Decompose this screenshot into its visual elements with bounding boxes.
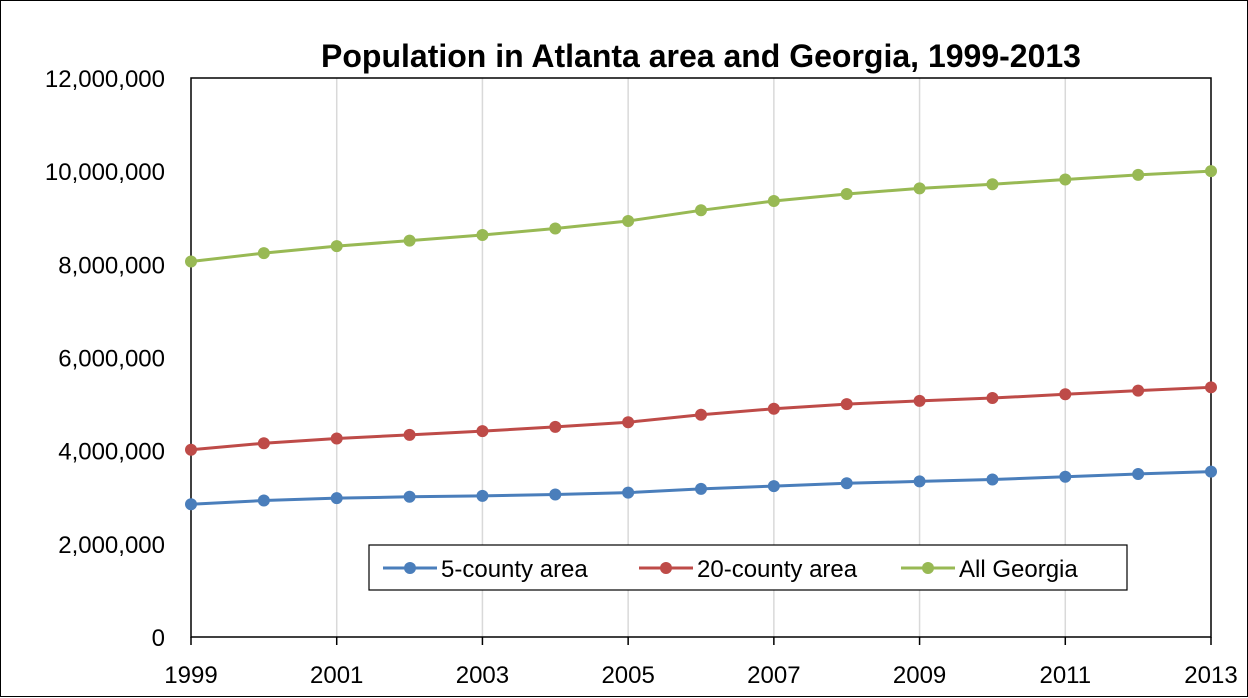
- data-point: [549, 222, 562, 235]
- data-point: [549, 420, 562, 433]
- legend-label-0: 5-county area: [441, 556, 588, 583]
- data-point: [767, 194, 780, 207]
- data-point: [257, 247, 270, 260]
- data-point: [476, 425, 489, 438]
- grid-lines: [335, 78, 1067, 637]
- data-point: [913, 475, 926, 488]
- data-point: [695, 408, 707, 421]
- data-point: [986, 178, 999, 191]
- data-point: [549, 488, 562, 501]
- data-point: [476, 489, 489, 502]
- data-point: [330, 492, 343, 505]
- legend: 5-county area 20-county area All Georgia: [368, 544, 1128, 591]
- plot-area-border: [190, 77, 1212, 638]
- x-tick-label: 2005: [601, 662, 654, 689]
- data-point: [913, 394, 926, 407]
- data-point: [403, 490, 416, 503]
- data-point: [986, 392, 999, 405]
- data-point: [913, 182, 926, 195]
- data-point: [185, 498, 197, 511]
- legend-label-1: 20-county area: [697, 556, 858, 583]
- legend-marker-2: [922, 562, 934, 574]
- data-point: [257, 437, 270, 450]
- data-point: [840, 398, 853, 411]
- chart-title: Population in Atlanta area and Georgia, …: [321, 38, 1081, 74]
- data-point: [1132, 467, 1145, 480]
- y-tick-label: 4,000,000: [58, 439, 165, 466]
- data-point: [1059, 470, 1072, 483]
- y-tick-label: 12,000,000: [45, 66, 165, 93]
- series-line-2: [190, 169, 1212, 264]
- x-tick-label: 2009: [893, 662, 946, 689]
- data-point: [1205, 165, 1217, 178]
- x-tick-label: 2001: [310, 662, 363, 689]
- series-lines: [185, 165, 1217, 511]
- data-point: [1059, 388, 1072, 401]
- data-point: [767, 402, 780, 415]
- data-point: [622, 416, 635, 429]
- y-tick-label: 0: [152, 625, 165, 652]
- data-point: [1205, 381, 1217, 394]
- data-point: [403, 234, 416, 247]
- legend-label-2: All Georgia: [959, 556, 1078, 583]
- y-tick-label: 10,000,000: [45, 159, 165, 186]
- x-tick-label: 1999: [164, 662, 217, 689]
- data-point: [622, 486, 635, 499]
- x-tick-label: 2013: [1184, 662, 1237, 689]
- legend-marker-1: [660, 562, 672, 574]
- data-point: [257, 494, 270, 507]
- legend-box: [368, 544, 1128, 591]
- y-tick-label: 6,000,000: [58, 346, 165, 373]
- y-tick-label: 8,000,000: [58, 252, 165, 279]
- data-point: [1059, 173, 1072, 186]
- data-point: [840, 477, 853, 490]
- legend-marker-0: [404, 562, 416, 574]
- data-point: [330, 432, 343, 445]
- data-point: [330, 240, 343, 253]
- data-point: [403, 428, 416, 441]
- data-point: [695, 204, 707, 217]
- data-point: [622, 215, 635, 228]
- data-point: [986, 473, 999, 486]
- x-tick-label: 2011: [1039, 662, 1091, 689]
- x-tick-label: 2003: [456, 662, 509, 689]
- data-point: [1132, 168, 1145, 181]
- x-tick-label: 2007: [747, 662, 800, 689]
- y-tick-label: 2,000,000: [58, 532, 165, 559]
- data-point: [767, 480, 780, 493]
- data-point: [695, 482, 707, 495]
- data-point: [185, 443, 197, 456]
- data-point: [185, 255, 197, 268]
- data-point: [840, 187, 853, 200]
- data-point: [1132, 384, 1145, 397]
- data-point: [476, 228, 489, 241]
- axes: 0 2,000,000 4,000,000 6,000,000 8,000,000 10,…: [45, 66, 1238, 689]
- data-point: [1205, 465, 1217, 478]
